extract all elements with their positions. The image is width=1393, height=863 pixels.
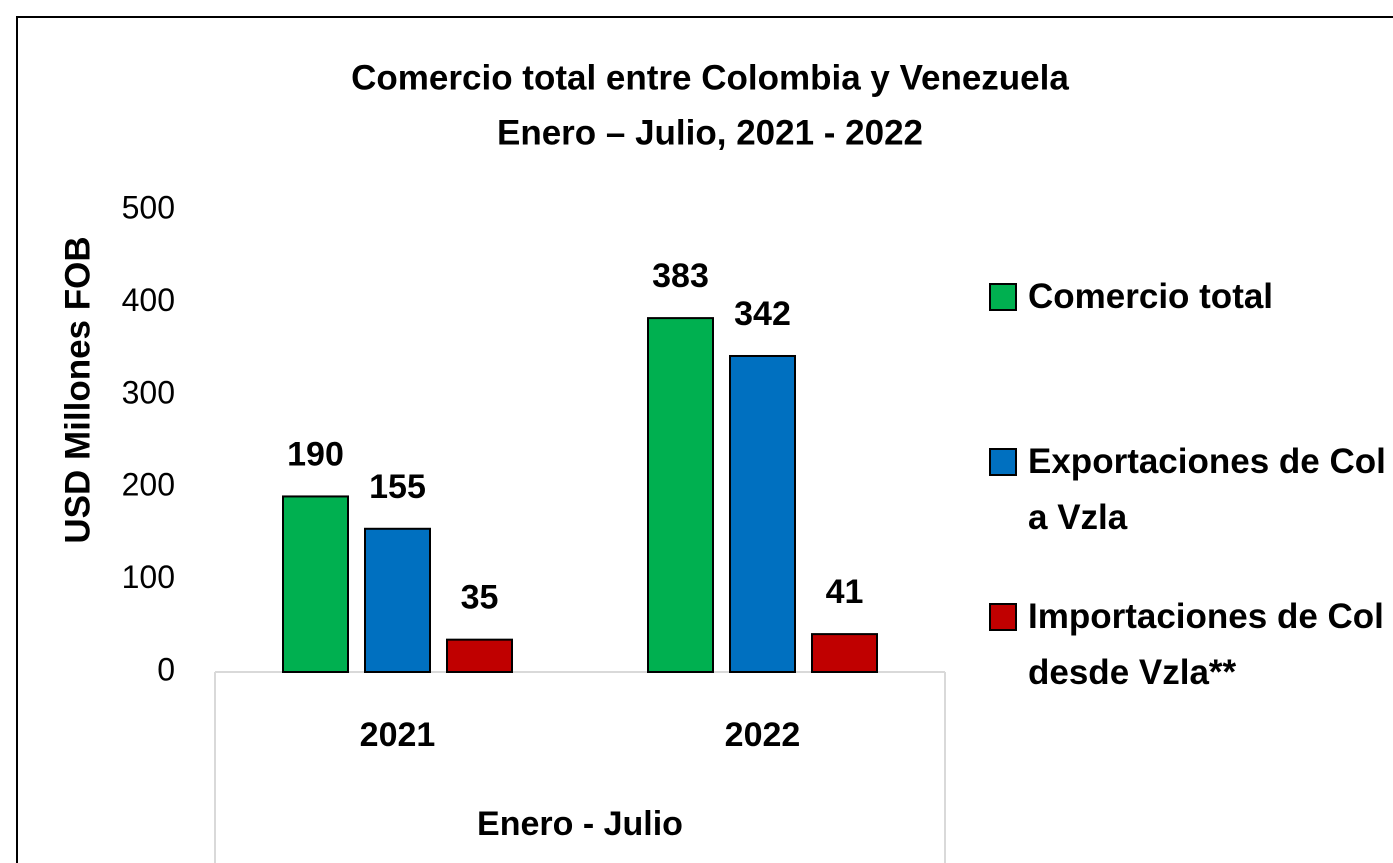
data-label: 190 xyxy=(287,435,344,473)
legend-label: Comercio total xyxy=(1028,277,1274,316)
bar xyxy=(647,317,714,673)
legend-swatch xyxy=(989,603,1017,631)
x-tick-label: 2021 xyxy=(360,716,436,754)
data-label: 342 xyxy=(734,295,791,333)
bar xyxy=(364,527,431,674)
bar xyxy=(729,354,796,673)
legend-swatch xyxy=(989,448,1017,476)
bar xyxy=(446,638,513,673)
legend-item: Importaciones de Col desde Vzla** xyxy=(1028,597,1384,692)
y-tick-label: 200 xyxy=(122,467,175,503)
legend-label: Importaciones de Col desde Vzla** xyxy=(1028,597,1384,692)
y-tick-label: 100 xyxy=(122,559,175,595)
x-tick-label: 2022 xyxy=(725,716,801,754)
legend-swatch xyxy=(989,283,1017,311)
bar xyxy=(811,633,878,674)
y-tick-label: 400 xyxy=(122,282,175,318)
data-label: 41 xyxy=(826,573,864,611)
y-axis-title: USD Millones FOB xyxy=(58,236,97,543)
data-label: 155 xyxy=(369,468,426,506)
legend-item: Comercio total xyxy=(1028,277,1274,316)
y-tick-label: 500 xyxy=(122,189,175,225)
legend-label: Exportaciones de Col a Vzla xyxy=(1028,442,1386,537)
x-axis-title: Enero - Julio xyxy=(477,805,683,843)
chart-subtitle: Enero – Julio, 2021 - 2022 xyxy=(497,113,923,152)
data-label: 383 xyxy=(652,257,709,295)
data-label: 35 xyxy=(461,579,499,617)
y-tick-label: 0 xyxy=(157,651,175,687)
bar xyxy=(282,495,349,673)
y-tick-label: 300 xyxy=(122,374,175,410)
legend-item: Exportaciones de Col a Vzla xyxy=(1028,442,1386,537)
chart-title: Comercio total entre Colombia y Venezuel… xyxy=(351,58,1069,97)
